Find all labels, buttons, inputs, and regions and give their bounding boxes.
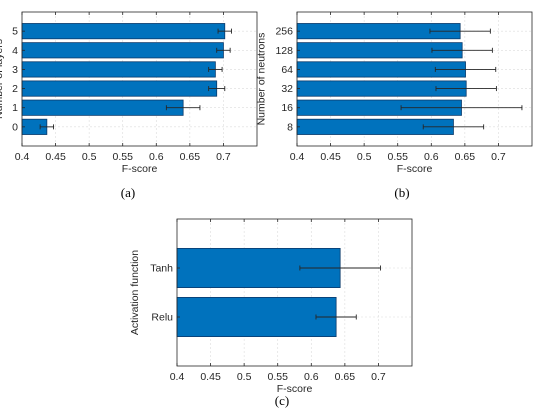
panel-c-panel-label: (c) xyxy=(275,393,289,408)
panel-b-errorbar-8 xyxy=(422,124,485,130)
panel-a-bar-4 xyxy=(21,42,224,59)
panel-b-chart: 0.4 0.45 0.5 0.55 0.6 0.65 0.7 8 16 32 64 128 256 F-s… xyxy=(255,11,533,200)
panel-b-xtick-label: 0.6 xyxy=(424,151,439,163)
panel-a-bar-2 xyxy=(21,80,218,97)
panel-c-ytick-label-Tanh: Tanh xyxy=(150,263,173,275)
panel-a-xtick-label: 0.5 xyxy=(82,151,97,163)
panel-c-xtick-label: 0.6 xyxy=(304,371,319,383)
panel-b-errorbar-32 xyxy=(435,86,497,92)
panel-b-errorbar-64 xyxy=(434,66,497,72)
panel-b-axes-box xyxy=(296,11,533,147)
panel-c-bar-Relu xyxy=(176,296,337,337)
panel-a-xtick-label: 0.55 xyxy=(112,151,133,163)
panel-a-errorbar-1 xyxy=(165,105,201,111)
panel-a-ytick-label-5: 5 xyxy=(12,26,18,38)
panel-b-ytick-label-8: 8 xyxy=(287,121,293,133)
panel-b-ylabel: Number of neutrons xyxy=(255,33,267,126)
panel-a-xtick-label: 0.4 xyxy=(15,151,30,163)
panel-c-xtick-label: 0.5 xyxy=(237,371,252,383)
panel-c-xlabel: F-score xyxy=(277,383,313,395)
panel-a-ytick-label-0: 0 xyxy=(12,121,18,133)
panel-b-errorbar-256 xyxy=(429,28,491,34)
panel-a-errorbar-4 xyxy=(216,47,231,53)
panel-c-ylabel: Activation function xyxy=(129,250,141,335)
panel-a-bar-1 xyxy=(21,99,184,116)
panel-b-xtick-label: 0.7 xyxy=(491,151,506,163)
panel-a-xtick-label: 0.65 xyxy=(180,151,201,163)
panel-a-errorbar-3 xyxy=(208,66,223,72)
panel-a-ytick-label-1: 1 xyxy=(12,102,18,114)
panel-b-xlabel: F-score xyxy=(397,163,433,175)
panel-b-errorbar-16 xyxy=(400,105,523,111)
panel-a-ytick-label-3: 3 xyxy=(12,64,18,76)
panel-a-bar-3 xyxy=(21,61,216,78)
panel-a-panel-label: (a) xyxy=(121,185,135,200)
panel-b-ytick-label-256: 256 xyxy=(275,26,293,38)
panel-c-errorbar-Relu xyxy=(315,314,357,320)
panel-b-ytick-label-128: 128 xyxy=(275,45,293,57)
panel-b-ytick-label-64: 64 xyxy=(281,64,293,76)
panel-b-xtick-label: 0.4 xyxy=(290,151,305,163)
panel-a-chart: 0.4 0.45 0.5 0.55 0.6 0.65 0.7 0 1 2 3 4 5 F-score Num… xyxy=(0,11,258,200)
panel-c-xtick-label: 0.45 xyxy=(200,371,221,383)
panel-c-xtick-label: 0.4 xyxy=(170,371,185,383)
panel-a-xtick-label: 0.7 xyxy=(216,151,231,163)
panel-c-ytick-label-Relu: Relu xyxy=(151,312,173,324)
panel-a-ytick-label-2: 2 xyxy=(12,83,18,95)
panel-c-xtick-label: 0.65 xyxy=(335,371,356,383)
panel-a-xtick-label: 0.45 xyxy=(45,151,66,163)
panel-a-ytick-label-4: 4 xyxy=(12,45,18,57)
panel-b-errorbar-128 xyxy=(431,47,493,53)
panel-b-xtick-label: 0.65 xyxy=(455,151,476,163)
panel-b-xtick-label: 0.5 xyxy=(357,151,372,163)
panel-a-errorbar-5 xyxy=(217,28,232,34)
panel-b-xtick-label: 0.45 xyxy=(320,151,341,163)
panel-c-chart: 0.4 0.45 0.5 0.55 0.6 0.65 0.7 Relu Tanh F-score A… xyxy=(129,218,413,408)
panel-a-errorbar-2 xyxy=(208,86,226,92)
panel-c-xtick-label: 0.55 xyxy=(267,371,288,383)
panel-b-ytick-label-32: 32 xyxy=(281,83,293,95)
panel-b-xtick-label: 0.55 xyxy=(387,151,408,163)
panel-b-ytick-label-16: 16 xyxy=(281,102,293,114)
panel-a-ylabel: Number of layers xyxy=(0,39,5,119)
panel-a-bar-5 xyxy=(21,23,226,40)
panel-a-errorbar-0 xyxy=(39,124,55,130)
panel-b-panel-label: (b) xyxy=(394,185,409,200)
panel-c-xtick-label: 0.7 xyxy=(371,371,386,383)
panel-c-errorbar-Tanh xyxy=(299,265,381,271)
panel-a-xlabel: F-score xyxy=(122,163,158,175)
panel-c-axes-box xyxy=(176,218,413,367)
panel-a-axes-box xyxy=(21,11,258,147)
panel-a-xtick-label: 0.6 xyxy=(149,151,164,163)
